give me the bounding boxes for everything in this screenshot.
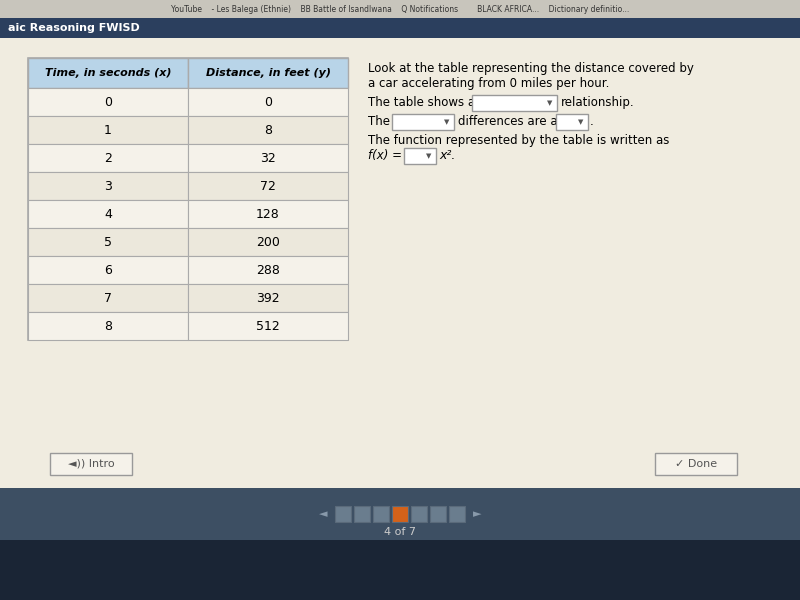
FancyBboxPatch shape xyxy=(28,172,188,200)
Text: 1: 1 xyxy=(104,124,112,136)
FancyBboxPatch shape xyxy=(188,58,348,88)
Text: .: . xyxy=(590,115,594,128)
Text: ▼: ▼ xyxy=(578,119,584,125)
FancyBboxPatch shape xyxy=(188,116,348,144)
FancyBboxPatch shape xyxy=(188,88,348,116)
FancyBboxPatch shape xyxy=(655,453,737,475)
Text: The function represented by the table is written as: The function represented by the table is… xyxy=(368,134,670,147)
Text: ►: ► xyxy=(473,509,482,519)
FancyBboxPatch shape xyxy=(188,228,348,256)
FancyBboxPatch shape xyxy=(28,312,188,340)
FancyBboxPatch shape xyxy=(50,453,132,475)
FancyBboxPatch shape xyxy=(188,144,348,172)
FancyBboxPatch shape xyxy=(449,506,465,522)
Text: 7: 7 xyxy=(104,292,112,304)
Text: 512: 512 xyxy=(256,319,280,332)
Text: The: The xyxy=(368,115,390,128)
FancyBboxPatch shape xyxy=(373,506,389,522)
FancyBboxPatch shape xyxy=(188,312,348,340)
FancyBboxPatch shape xyxy=(188,172,348,200)
FancyBboxPatch shape xyxy=(28,58,188,88)
FancyBboxPatch shape xyxy=(354,506,370,522)
Text: Time, in seconds (x): Time, in seconds (x) xyxy=(45,68,171,78)
FancyBboxPatch shape xyxy=(0,488,800,540)
FancyBboxPatch shape xyxy=(0,18,800,38)
FancyBboxPatch shape xyxy=(28,144,188,172)
Text: 288: 288 xyxy=(256,263,280,277)
Text: 200: 200 xyxy=(256,235,280,248)
FancyBboxPatch shape xyxy=(430,506,446,522)
Text: The table shows a: The table shows a xyxy=(368,96,475,109)
Text: 4: 4 xyxy=(104,208,112,220)
FancyBboxPatch shape xyxy=(404,148,436,164)
Text: Distance, in feet (y): Distance, in feet (y) xyxy=(206,68,330,78)
Text: a car accelerating from 0 miles per hour.: a car accelerating from 0 miles per hour… xyxy=(368,77,610,90)
FancyBboxPatch shape xyxy=(28,88,188,116)
Text: 6: 6 xyxy=(104,263,112,277)
Text: 392: 392 xyxy=(256,292,280,304)
Text: x².: x². xyxy=(439,149,455,162)
Text: ▼: ▼ xyxy=(426,153,432,159)
Text: 128: 128 xyxy=(256,208,280,220)
FancyBboxPatch shape xyxy=(335,506,351,522)
Text: ✓ Done: ✓ Done xyxy=(675,459,717,469)
Text: relationship.: relationship. xyxy=(561,96,634,109)
Text: 4 of 7: 4 of 7 xyxy=(384,527,416,537)
FancyBboxPatch shape xyxy=(0,0,800,18)
Text: aic Reasoning FWISD: aic Reasoning FWISD xyxy=(8,23,140,33)
Text: f(x) =: f(x) = xyxy=(368,149,402,162)
FancyBboxPatch shape xyxy=(472,95,557,111)
Text: YouTube    - Les Balega (Ethnie)    BB Battle of Isandlwana    Q Notifications  : YouTube - Les Balega (Ethnie) BB Battle … xyxy=(171,4,629,13)
FancyBboxPatch shape xyxy=(28,116,188,144)
Text: ▼: ▼ xyxy=(547,100,553,106)
FancyBboxPatch shape xyxy=(392,506,408,522)
Text: ◄: ◄ xyxy=(318,509,327,519)
Text: 0: 0 xyxy=(264,95,272,109)
Text: Look at the table representing the distance covered by: Look at the table representing the dista… xyxy=(368,62,694,75)
FancyBboxPatch shape xyxy=(28,200,188,228)
Text: 32: 32 xyxy=(260,151,276,164)
FancyBboxPatch shape xyxy=(188,256,348,284)
Text: 5: 5 xyxy=(104,235,112,248)
Text: differences are all: differences are all xyxy=(458,115,564,128)
FancyBboxPatch shape xyxy=(188,284,348,312)
Text: 72: 72 xyxy=(260,179,276,193)
Text: ▼: ▼ xyxy=(444,119,450,125)
FancyBboxPatch shape xyxy=(188,200,348,228)
Text: ◄)) Intro: ◄)) Intro xyxy=(68,459,114,469)
Text: 3: 3 xyxy=(104,179,112,193)
Text: 2: 2 xyxy=(104,151,112,164)
FancyBboxPatch shape xyxy=(28,58,348,340)
Text: 8: 8 xyxy=(104,319,112,332)
FancyBboxPatch shape xyxy=(0,540,800,600)
FancyBboxPatch shape xyxy=(0,38,800,488)
Text: 0: 0 xyxy=(104,95,112,109)
FancyBboxPatch shape xyxy=(28,284,188,312)
Text: 8: 8 xyxy=(264,124,272,136)
FancyBboxPatch shape xyxy=(392,114,454,130)
FancyBboxPatch shape xyxy=(28,256,188,284)
FancyBboxPatch shape xyxy=(411,506,427,522)
FancyBboxPatch shape xyxy=(556,114,588,130)
FancyBboxPatch shape xyxy=(28,228,188,256)
